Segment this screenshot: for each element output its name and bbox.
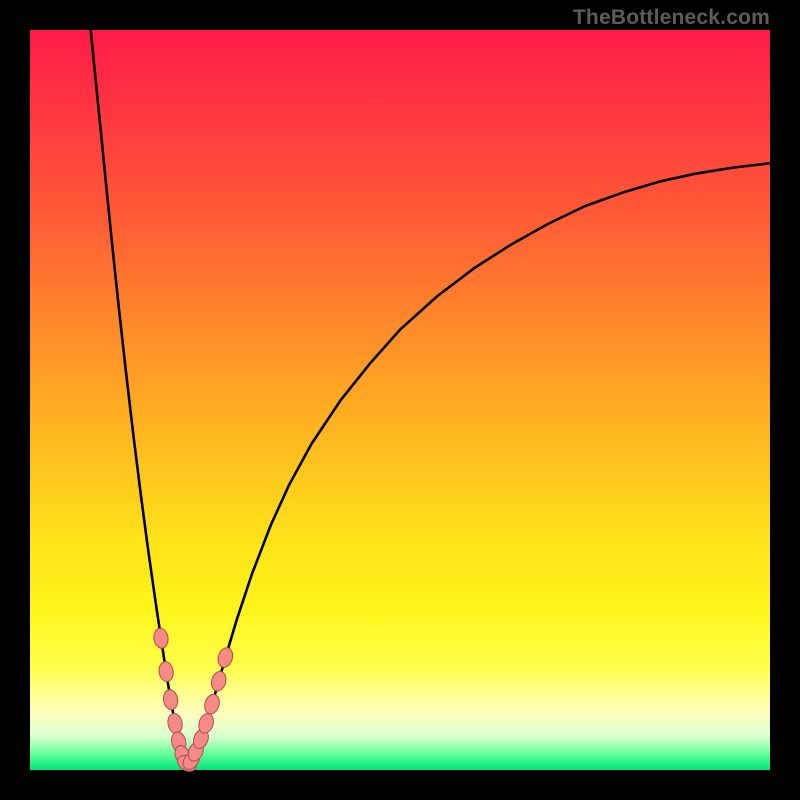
chart-frame: TheBottleneck.com: [0, 0, 800, 800]
bottleneck-chart: [0, 0, 800, 800]
plot-background: [30, 30, 770, 770]
watermark-text: TheBottleneck.com: [573, 6, 770, 30]
